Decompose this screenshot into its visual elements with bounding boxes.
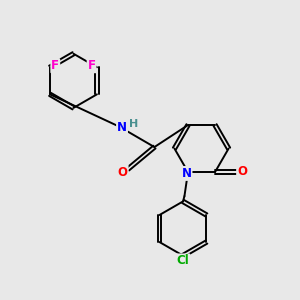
- Text: F: F: [51, 59, 59, 72]
- Text: O: O: [237, 166, 247, 178]
- Text: Cl: Cl: [177, 254, 189, 267]
- Text: O: O: [118, 166, 128, 178]
- Text: F: F: [88, 59, 96, 72]
- Text: N: N: [117, 122, 127, 134]
- Text: N: N: [182, 167, 191, 180]
- Text: H: H: [129, 119, 138, 129]
